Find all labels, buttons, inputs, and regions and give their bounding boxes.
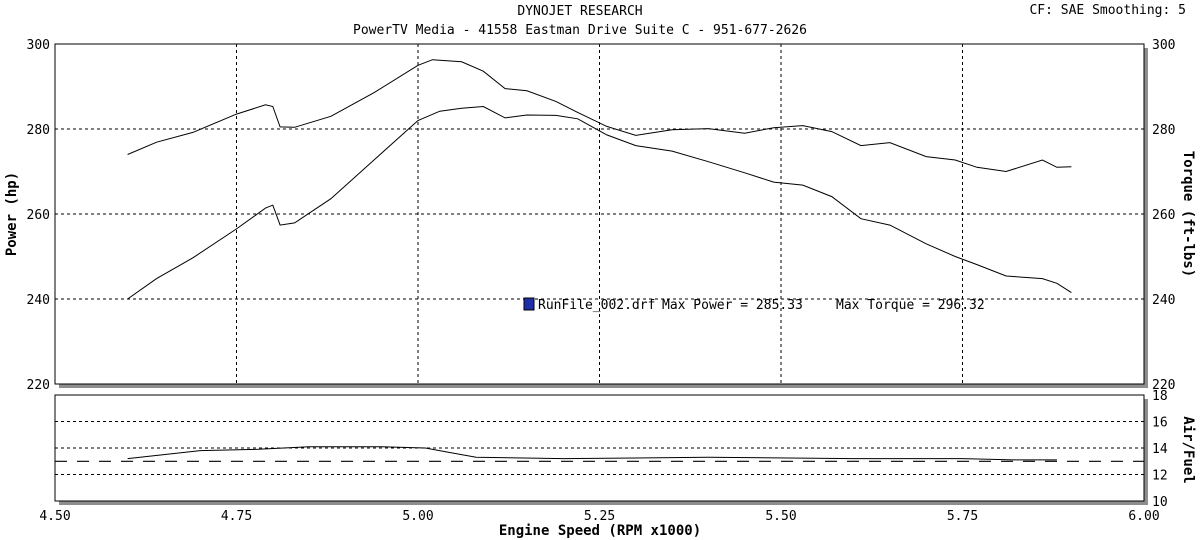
afr-grid: [55, 421, 1144, 475]
power-tick-label: 300: [27, 38, 50, 53]
legend-max-power: Max Power = 285.33: [662, 298, 803, 313]
chart-settings: CF: SAE Smoothing: 5: [1029, 3, 1186, 18]
rpm-tick-label: 6.00: [1128, 509, 1159, 524]
air-fuel-tick-label: 14: [1152, 442, 1168, 457]
torque-tick-label: 300: [1152, 38, 1175, 53]
chart-title: DYNOJET RESEARCH: [517, 4, 642, 19]
legend: RunFile_002.drf Max Power = 285.33 Max T…: [523, 297, 985, 313]
x-axis-label: Engine Speed (RPM x1000): [499, 523, 701, 539]
power-tick-label: 220: [27, 378, 50, 393]
air-fuel-tick-label: 16: [1152, 416, 1168, 431]
rpm-tick-label: 5.50: [765, 509, 796, 524]
rpm-tick-label: 5.75: [947, 509, 978, 524]
rpm-tick-label: 4.50: [39, 509, 70, 524]
torque-tick-label: 260: [1152, 208, 1175, 223]
afr-plot: 10 12 14 16 18: [54, 389, 1168, 510]
rpm-tick-label: 5.25: [584, 509, 615, 524]
series-line-power: [127, 105, 1072, 300]
rpm-tick-label: 4.75: [221, 509, 252, 524]
y-axis-label-right: Torque (ft-lbs): [1180, 151, 1196, 277]
air-fuel-tick-label: 10: [1152, 495, 1168, 510]
afr-line-afr: [127, 446, 1057, 461]
torque-tick-label: 220: [1152, 378, 1175, 393]
afr-series: [55, 446, 1144, 462]
air-fuel-tick-label: 18: [1152, 389, 1168, 404]
power-axis-ticks: 220 240 260 280 300: [27, 38, 50, 393]
main-series: [127, 59, 1072, 300]
main-plot: 220 240 260 280 300 220 240 260 280 300: [27, 38, 1176, 393]
legend-run-file: RunFile_002.drf: [538, 298, 655, 313]
afr-axis-label: Air/Fuel: [1180, 416, 1196, 483]
series-line-torque: [127, 59, 1072, 173]
rpm-axis-ticks: 4.50 4.75 5.00 5.25 5.50 5.75 6.00: [39, 509, 1159, 524]
air-fuel-axis-ticks: 10 12 14 16 18: [1152, 389, 1168, 510]
power-tick-label: 240: [27, 293, 50, 308]
torque-tick-label: 280: [1152, 123, 1175, 138]
y-axis-label: Power (hp): [4, 172, 20, 256]
chart-subtitle: PowerTV Media - 41558 Eastman Drive Suit…: [353, 23, 807, 38]
power-tick-label: 260: [27, 208, 50, 223]
air-fuel-tick-label: 12: [1152, 469, 1168, 484]
power-tick-label: 280: [27, 123, 50, 138]
run-marker-icon: [523, 297, 535, 311]
main-grid: [55, 44, 1144, 384]
torque-axis-ticks: 220 240 260 280 300: [1152, 38, 1175, 393]
torque-tick-label: 240: [1152, 293, 1175, 308]
rpm-tick-label: 5.00: [402, 509, 433, 524]
legend-max-torque: Max Torque = 296.32: [836, 298, 985, 313]
